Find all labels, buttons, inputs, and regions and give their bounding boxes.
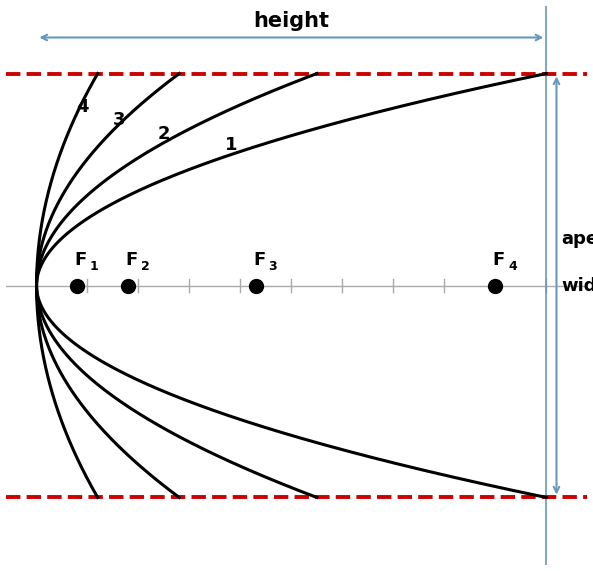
Text: height: height — [253, 11, 329, 31]
Text: F: F — [75, 251, 87, 268]
Text: 2: 2 — [141, 260, 150, 273]
Text: width: width — [562, 276, 593, 295]
Text: 3: 3 — [113, 111, 126, 128]
Text: 4: 4 — [76, 98, 89, 116]
Text: aperture: aperture — [562, 230, 593, 248]
Text: F: F — [493, 251, 505, 268]
Text: F: F — [253, 251, 266, 268]
Text: 3: 3 — [269, 260, 277, 273]
Text: F: F — [126, 251, 138, 268]
Text: 1: 1 — [90, 260, 99, 273]
Text: 2: 2 — [158, 126, 170, 143]
Text: 4: 4 — [508, 260, 517, 273]
Text: 1: 1 — [225, 136, 238, 154]
